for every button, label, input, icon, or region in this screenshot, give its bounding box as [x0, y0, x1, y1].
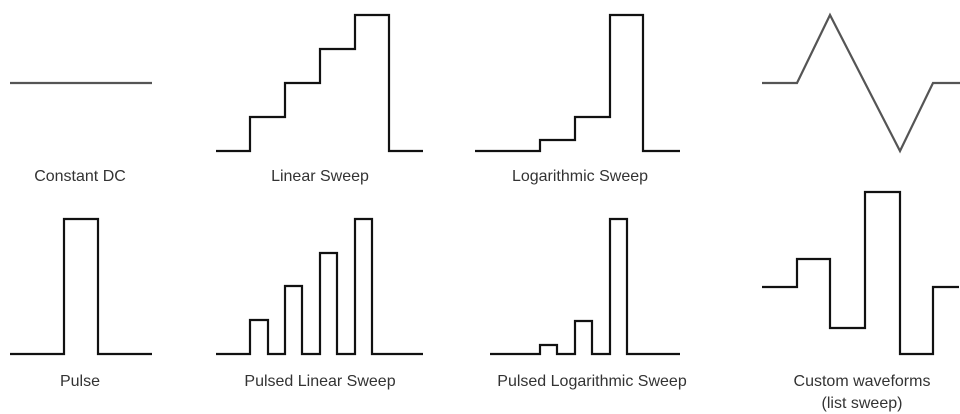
log-sweep-wave — [475, 13, 680, 153]
linear-sweep-wave — [216, 13, 423, 153]
waveform-label: Pulsed Linear Sweep — [244, 373, 395, 390]
waveform-sublabel: (list sweep) — [822, 395, 903, 412]
pulsed-linear-sweep-wave — [216, 217, 423, 356]
custom-triangle-wave — [762, 12, 960, 154]
waveform-label: Constant DC — [34, 168, 126, 185]
pulsed-log-sweep-wave — [490, 217, 680, 356]
waveform-label: Pulse — [60, 373, 100, 390]
pulse-wave — [10, 217, 152, 356]
waveform-label: Logarithmic Sweep — [512, 168, 648, 185]
waveform-label: Pulsed Logarithmic Sweep — [497, 373, 687, 390]
waveform-label: Custom waveforms — [794, 373, 931, 390]
waveform-label: Linear Sweep — [271, 168, 369, 185]
custom-list-wave — [762, 190, 959, 356]
